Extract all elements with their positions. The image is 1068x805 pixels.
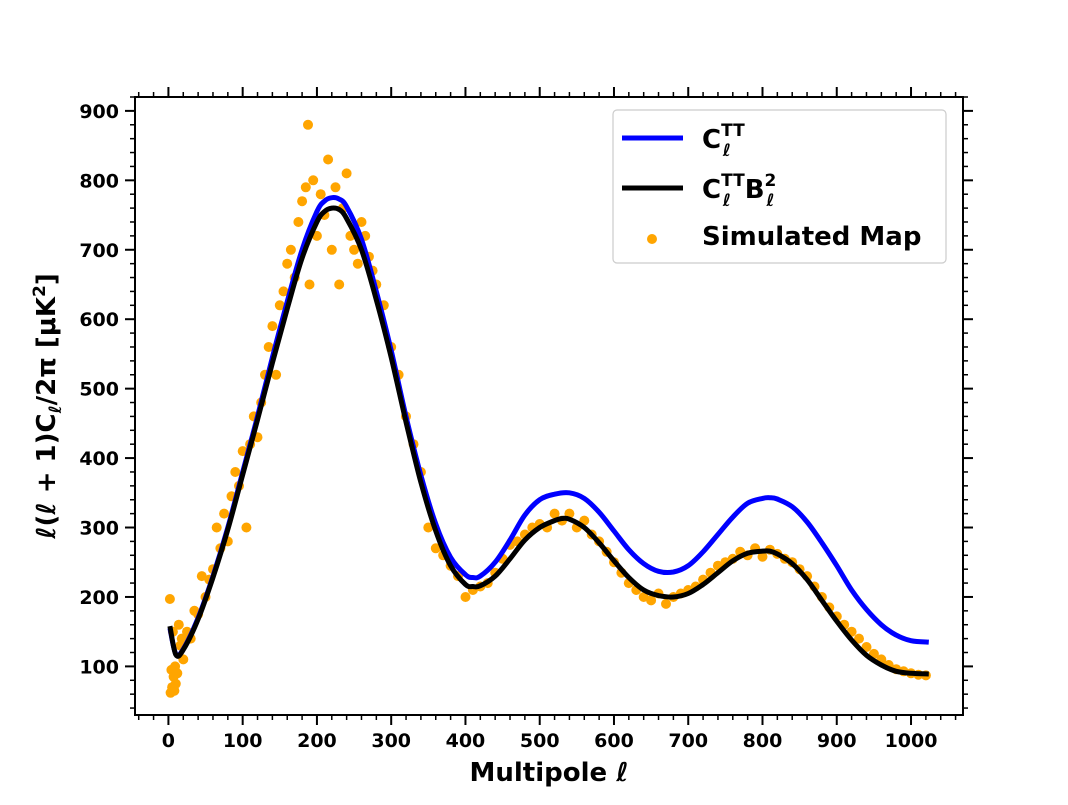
simulated-map-point — [661, 598, 671, 609]
legend: CTT ℓ CTT ℓ B2 ℓ Simulated Map — [612, 109, 947, 264]
x-axis-label: Multipole ℓ — [470, 758, 629, 788]
simulated-map-point — [293, 217, 304, 227]
x-tick-label: 1000 — [885, 730, 938, 752]
simulated-map-point — [267, 321, 278, 332]
simulated-map-point — [334, 279, 345, 290]
x-tick-label: 200 — [297, 730, 337, 752]
y-tick-label: 100 — [79, 656, 119, 678]
simulated-map-point — [549, 508, 560, 519]
simulated-map-point — [854, 633, 864, 644]
y-tick-label: 500 — [79, 379, 119, 401]
y-tick-label: 300 — [79, 518, 119, 540]
y-axis-label: ℓ(ℓ + 1)Cℓ/2π [μK2] — [30, 273, 66, 540]
simulated-map-point — [297, 196, 308, 207]
y-tick-label: 600 — [79, 309, 119, 331]
x-tick-label: 300 — [371, 730, 411, 752]
y-axis-label-prefix: ℓ(ℓ + 1)C — [32, 413, 62, 539]
legend-label-theory: CTT ℓ — [702, 121, 745, 161]
y-axis-label-sub: ℓ — [46, 405, 66, 414]
simulated-map-point — [196, 571, 207, 582]
y-tick-label: 200 — [79, 587, 119, 609]
simulated-map-point — [323, 154, 334, 165]
simulated-map-point — [282, 258, 293, 269]
y-tick-label: 400 — [79, 448, 119, 470]
simulated-map-point — [172, 668, 183, 679]
simulated-map-point — [271, 369, 282, 380]
x-tick-label: 100 — [223, 730, 263, 752]
y-tick-label: 900 — [79, 101, 119, 123]
legend-box — [612, 109, 947, 264]
simulated-map-point — [176, 633, 187, 644]
simulated-map-point — [330, 182, 341, 193]
simulated-map-point — [241, 522, 252, 533]
simulated-map-point — [349, 244, 360, 255]
x-tick-label: 800 — [743, 730, 783, 752]
y-tick-label: 700 — [79, 240, 119, 262]
simulated-map-point — [303, 119, 313, 130]
simulated-map-point — [173, 619, 184, 630]
simulated-map-point — [352, 258, 363, 269]
simulated-map-point — [211, 522, 222, 533]
simulated-map-point — [308, 175, 319, 186]
simulated-map-point — [263, 342, 274, 352]
simulated-map-point — [326, 244, 337, 255]
beamed-spectrum-line — [167, 205, 929, 677]
simulated-map-point — [164, 594, 175, 604]
simulated-map-point — [341, 168, 352, 179]
legend-swatch-simulated — [647, 234, 657, 244]
simulated-map-point — [646, 595, 657, 606]
simulated-map-point — [861, 642, 872, 652]
simulated-map-point — [278, 286, 289, 297]
y-axis-label-end: ] — [32, 273, 62, 285]
x-tick-label: 700 — [668, 730, 708, 752]
simulated-map-point — [285, 244, 296, 255]
tick-labels: 0 100 200 300 400 500 600 700 800 900 1000 100 200 30… — [79, 101, 937, 752]
y-axis-label-suffix: /2π [μK — [32, 296, 62, 405]
simulated-map-point — [356, 217, 367, 227]
legend-label-simulated: Simulated Map — [702, 222, 921, 252]
x-tick-label: 600 — [594, 730, 634, 752]
simulated-map-point — [460, 592, 471, 602]
x-tick-label: 0 — [162, 730, 175, 752]
legend-label-beamed: CTT ℓ B2 ℓ — [702, 171, 776, 211]
x-tick-label: 500 — [520, 730, 560, 752]
simulated-map-point — [170, 678, 181, 689]
simulated-map-point — [430, 543, 441, 554]
simulated-map-point — [315, 189, 326, 200]
spectrum-lines — [167, 195, 929, 677]
simulated-map-point — [304, 279, 315, 290]
simulated-map-point — [423, 522, 434, 533]
x-tick-label: 900 — [817, 730, 857, 752]
x-tick-label: 400 — [446, 730, 486, 752]
simulated-map-point — [219, 508, 230, 519]
simulated-map-point — [300, 182, 311, 193]
y-tick-label: 800 — [79, 170, 119, 192]
axis-ticks — [125, 87, 973, 725]
simulated-map-point — [230, 467, 241, 477]
simulated-map-point — [274, 300, 285, 311]
y-axis-label-sup: 2 — [30, 285, 50, 297]
simulated-map-point — [757, 551, 768, 562]
